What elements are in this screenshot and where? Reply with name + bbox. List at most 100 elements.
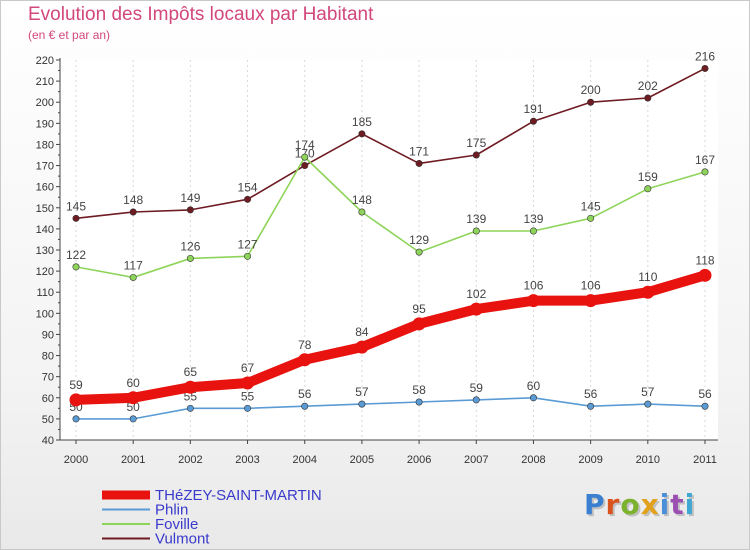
data-label: 185 bbox=[352, 115, 372, 129]
legend-label: THéZEY-SAINT-MARTIN bbox=[155, 487, 322, 504]
data-label: 148 bbox=[352, 193, 372, 207]
data-label: 65 bbox=[184, 365, 198, 379]
y-tick-label: 90 bbox=[42, 329, 54, 341]
data-point bbox=[529, 394, 537, 402]
data-point bbox=[469, 302, 483, 316]
data-point bbox=[587, 98, 595, 106]
series-line bbox=[75, 67, 706, 220]
data-label: 127 bbox=[238, 237, 258, 251]
data-label: 110 bbox=[638, 270, 657, 284]
data-point bbox=[186, 404, 194, 412]
y-tick-label: 160 bbox=[36, 182, 54, 194]
y-tick-label: 120 bbox=[36, 266, 54, 278]
data-label: 159 bbox=[638, 170, 658, 184]
data-point bbox=[69, 393, 83, 407]
x-tick-label: 2007 bbox=[464, 454, 488, 466]
data-label: 216 bbox=[695, 49, 715, 63]
data-point bbox=[701, 168, 709, 176]
logo-letter: P bbox=[584, 488, 606, 521]
data-label: 84 bbox=[355, 325, 369, 339]
data-point bbox=[415, 159, 423, 167]
plot-area bbox=[60, 60, 718, 440]
data-point bbox=[644, 185, 652, 193]
y-tick-label: 220 bbox=[36, 55, 54, 67]
data-point bbox=[698, 268, 712, 282]
data-point bbox=[529, 227, 537, 235]
data-point bbox=[529, 117, 537, 125]
logo-letter: t bbox=[670, 488, 685, 521]
y-tick-label: 140 bbox=[36, 224, 54, 236]
data-point bbox=[301, 162, 309, 170]
data-label: 145 bbox=[581, 199, 601, 213]
series-line bbox=[75, 396, 706, 420]
x-tick-label: 2003 bbox=[235, 454, 259, 466]
data-label: 67 bbox=[241, 361, 255, 375]
data-point bbox=[644, 400, 652, 408]
logo-letter: r bbox=[605, 488, 621, 521]
data-label: 175 bbox=[466, 136, 486, 150]
data-point bbox=[472, 227, 480, 235]
data-point bbox=[358, 130, 366, 138]
data-point bbox=[244, 252, 252, 260]
logo-letter: i bbox=[659, 488, 671, 521]
data-point bbox=[244, 404, 252, 412]
data-point bbox=[358, 208, 366, 216]
x-tick-label: 2011 bbox=[693, 454, 717, 466]
data-point bbox=[183, 380, 197, 394]
y-tick-label: 80 bbox=[42, 351, 54, 363]
data-label: 170 bbox=[295, 147, 315, 161]
legend-label: Phlin bbox=[155, 502, 188, 519]
data-point bbox=[701, 64, 709, 72]
x-tick-label: 2010 bbox=[636, 454, 660, 466]
chart-title: Evolution des Impôts locaux par Habitant bbox=[28, 4, 374, 25]
x-tick-label: 2006 bbox=[407, 454, 431, 466]
data-point bbox=[129, 208, 137, 216]
y-tick-label: 180 bbox=[36, 139, 54, 151]
data-point bbox=[301, 402, 309, 410]
data-label: 171 bbox=[409, 144, 429, 158]
data-point bbox=[355, 340, 369, 354]
data-label: 191 bbox=[523, 102, 543, 116]
data-label: 202 bbox=[638, 79, 658, 93]
data-label: 118 bbox=[695, 253, 714, 267]
data-label: 57 bbox=[641, 385, 655, 399]
y-tick-label: 130 bbox=[36, 245, 54, 257]
data-label: 59 bbox=[69, 378, 83, 392]
y-tick-label: 70 bbox=[42, 372, 54, 384]
data-point bbox=[129, 273, 137, 281]
data-point bbox=[584, 294, 598, 308]
data-label: 129 bbox=[409, 233, 429, 247]
data-label: 56 bbox=[584, 387, 598, 401]
chart-subtitle: (en € et par an) bbox=[28, 28, 111, 42]
data-point bbox=[644, 94, 652, 102]
data-point bbox=[526, 294, 540, 308]
x-tick-label: 2004 bbox=[292, 454, 316, 466]
y-tick-label: 190 bbox=[36, 118, 54, 130]
data-label: 55 bbox=[241, 389, 255, 403]
x-tick-label: 2009 bbox=[578, 454, 602, 466]
data-point bbox=[186, 254, 194, 262]
legend-label: Vulmont bbox=[155, 531, 210, 548]
y-tick-label: 60 bbox=[42, 393, 54, 405]
data-point bbox=[701, 402, 709, 410]
y-tick-label: 170 bbox=[36, 161, 54, 173]
y-tick-label: 100 bbox=[36, 308, 54, 320]
x-tick-label: 2005 bbox=[350, 454, 374, 466]
x-tick-label: 2001 bbox=[121, 454, 145, 466]
data-point bbox=[472, 151, 480, 159]
y-tick-label: 40 bbox=[42, 435, 54, 447]
series-line bbox=[71, 270, 710, 405]
data-point bbox=[641, 285, 655, 299]
data-label: 78 bbox=[298, 338, 312, 352]
data-point bbox=[129, 415, 137, 423]
data-label: 60 bbox=[527, 379, 541, 393]
data-point bbox=[358, 400, 366, 408]
data-label: 167 bbox=[695, 153, 715, 167]
data-label: 200 bbox=[581, 83, 601, 97]
data-point bbox=[472, 396, 480, 404]
data-point bbox=[244, 195, 252, 203]
data-label: 145 bbox=[66, 199, 86, 213]
logo-letter: o bbox=[620, 488, 641, 521]
